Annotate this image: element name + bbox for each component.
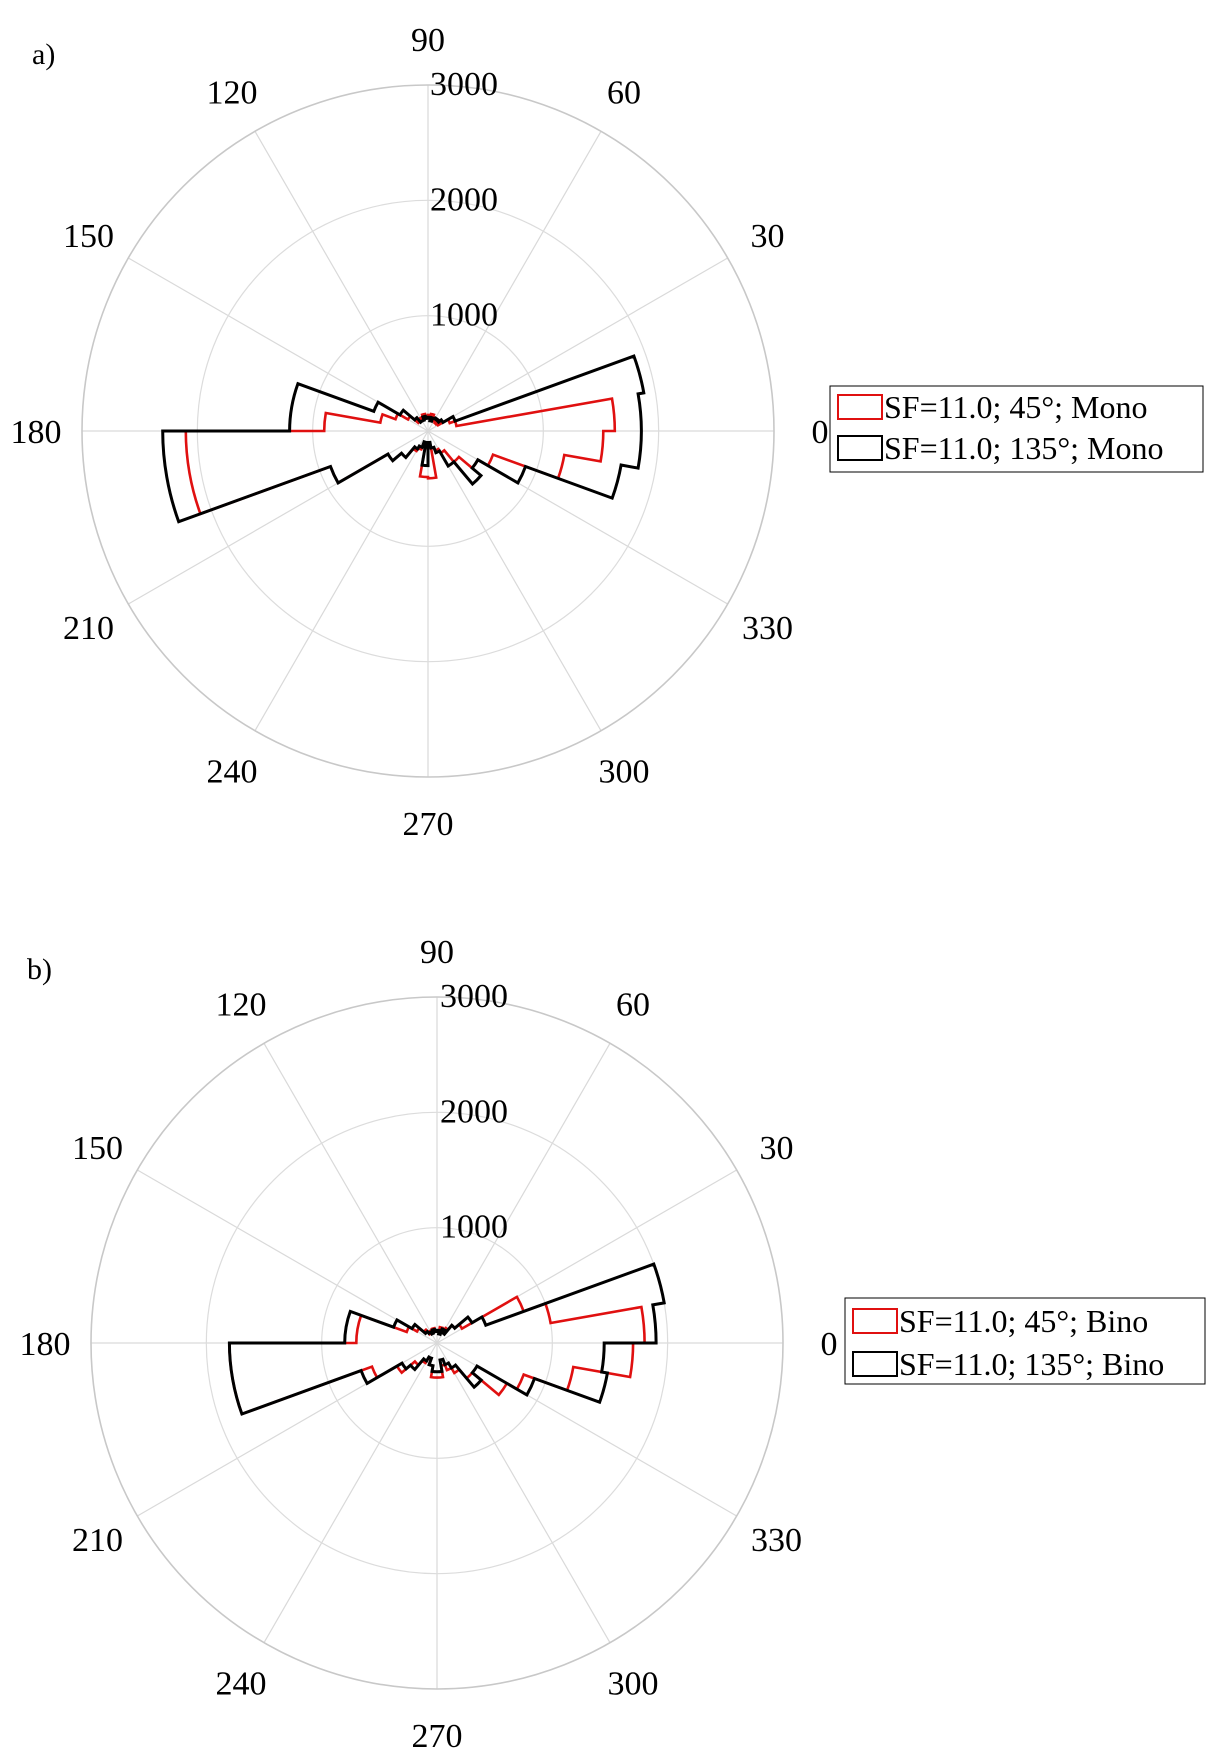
legend-box bbox=[829, 385, 1204, 473]
spoke-30 bbox=[427, 257, 728, 432]
ring-3000 bbox=[90, 996, 784, 1690]
series-outline-black bbox=[161, 354, 646, 524]
angle-tick-330: 330 bbox=[742, 610, 793, 647]
angle-tick-30: 30 bbox=[760, 1130, 794, 1167]
polar-chart-a: 0 30 60 90 120 150 180 210 240 270 300 330 1000 2000 3… bbox=[11, 22, 1204, 843]
spoke-150 bbox=[137, 1169, 438, 1344]
angle-tick-60: 60 bbox=[616, 987, 650, 1024]
angle-tick-90: 90 bbox=[411, 22, 445, 59]
radial-tick-3000: 3000 bbox=[430, 66, 498, 103]
angle-tick-0: 0 bbox=[812, 414, 829, 451]
ring-3000 bbox=[81, 84, 775, 778]
radial-tick-2000: 2000 bbox=[440, 1093, 508, 1130]
radial-tick-2000: 2000 bbox=[430, 181, 498, 218]
legend-entry: SF=11.0; 45°; Bino bbox=[899, 1303, 1148, 1339]
spoke-120 bbox=[263, 1043, 438, 1344]
spoke-300 bbox=[436, 1342, 611, 1643]
legend-swatch-black bbox=[837, 435, 883, 461]
spoke-240 bbox=[254, 430, 429, 731]
polar-chart-b: 0 30 60 90 120 150 180 210 240 270 300 330 1000 2000 3… bbox=[20, 934, 1206, 1755]
angle-tick-90: 90 bbox=[420, 934, 454, 971]
spoke-240 bbox=[263, 1342, 438, 1643]
angle-tick-330: 330 bbox=[751, 1522, 802, 1559]
angle-tick-210: 210 bbox=[72, 1522, 123, 1559]
ring-2000 bbox=[205, 1111, 669, 1575]
angle-tick-30: 30 bbox=[751, 218, 785, 255]
panel-label: b) bbox=[27, 953, 52, 986]
polar-grid bbox=[90, 996, 784, 1690]
angle-tick-180: 180 bbox=[11, 414, 62, 451]
angle-tick-150: 150 bbox=[72, 1130, 123, 1167]
angle-tick-120: 120 bbox=[207, 75, 258, 112]
panel-label: a) bbox=[32, 38, 55, 71]
legend-swatch-red bbox=[837, 394, 883, 420]
series-outline-black bbox=[227, 1262, 666, 1416]
angle-tick-120: 120 bbox=[216, 987, 267, 1024]
legend-swatch-black bbox=[852, 1351, 898, 1377]
spoke-300 bbox=[427, 430, 602, 731]
angle-tick-150: 150 bbox=[63, 218, 114, 255]
angle-tick-210: 210 bbox=[63, 610, 114, 647]
angle-tick-180: 180 bbox=[20, 1326, 71, 1363]
radial-tick-1000: 1000 bbox=[440, 1209, 508, 1246]
angle-tick-270: 270 bbox=[403, 806, 454, 843]
angle-tick-270: 270 bbox=[412, 1718, 463, 1755]
legend: SF=11.0; 45°; Bino SF=11.0; 135°; Bino bbox=[844, 1297, 1206, 1385]
legend: SF=11.0; 45°; Mono SF=11.0; 135°; Mono bbox=[829, 385, 1204, 473]
spoke-120 bbox=[254, 131, 429, 432]
angle-tick-60: 60 bbox=[607, 75, 641, 112]
angle-tick-300: 300 bbox=[608, 1666, 659, 1703]
spoke-60 bbox=[436, 1043, 611, 1344]
angle-tick-240: 240 bbox=[207, 754, 258, 791]
legend-entry: SF=11.0; 135°; Bino bbox=[899, 1346, 1164, 1382]
legend-swatch-red bbox=[852, 1308, 898, 1334]
legend-entry: SF=11.0; 135°; Mono bbox=[884, 430, 1163, 466]
legend-entry: SF=11.0; 45°; Mono bbox=[884, 389, 1147, 425]
angle-tick-300: 300 bbox=[599, 754, 650, 791]
angle-tick-0: 0 bbox=[821, 1326, 838, 1363]
spoke-60 bbox=[427, 131, 602, 432]
legend-box bbox=[844, 1297, 1206, 1385]
angle-tick-240: 240 bbox=[216, 1666, 267, 1703]
radial-tick-1000: 1000 bbox=[430, 297, 498, 334]
radial-tick-3000: 3000 bbox=[440, 978, 508, 1015]
